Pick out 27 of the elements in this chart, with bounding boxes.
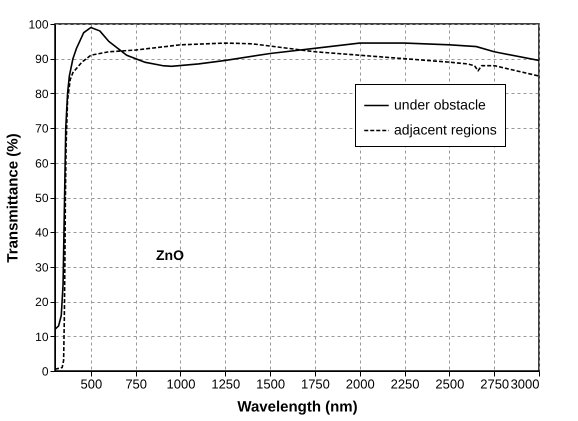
y-tick-label: 20 [35, 295, 49, 310]
annotation: ZnO [156, 247, 184, 263]
x-tick-label: 3000 [510, 376, 540, 392]
y-tick-label: 60 [35, 156, 49, 170]
y-tick-label: 40 [35, 226, 49, 240]
y-tick-label: 100 [28, 18, 49, 32]
x-tick-label: 2000 [346, 376, 375, 392]
x-tick-label: 2250 [390, 376, 420, 392]
x-tick-label: 2750 [480, 376, 510, 392]
legend-label: adjacent regions [394, 122, 497, 138]
x-tick-label: 500 [80, 376, 102, 392]
x-tick-label: 1500 [256, 376, 286, 392]
x-tick-label: 1750 [300, 376, 330, 392]
y-tick-label: 50 [35, 191, 49, 205]
y-tick-label: 30 [35, 260, 49, 274]
x-tick-label: 2500 [435, 376, 464, 392]
legend-label: under obstacle [394, 96, 486, 112]
x-axis-title: Wavelength (nm) [237, 398, 358, 416]
y-tick-label: 80 [35, 86, 49, 101]
y-axis-title: Transmittance (%) [4, 133, 22, 263]
x-tick-label: 750 [125, 376, 148, 392]
y-tick-label: 90 [35, 52, 49, 66]
y-tick-label: 0 [42, 364, 49, 378]
y-tick-label: 10 [35, 330, 49, 344]
x-tick-label: 1000 [166, 376, 196, 392]
y-tick-label: 70 [35, 122, 49, 136]
x-tick-label: 1250 [211, 376, 240, 392]
